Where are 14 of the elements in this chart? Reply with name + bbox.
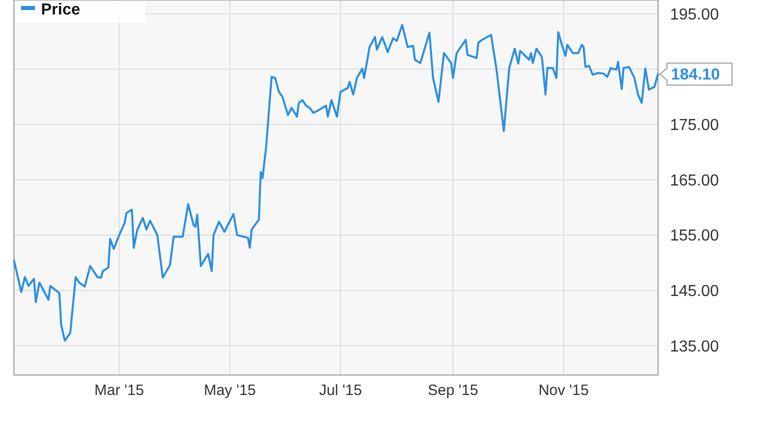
y-tick-label: 165.00	[670, 172, 720, 190]
x-tick-label: May '15	[204, 382, 256, 399]
x-tick-label: Jul '15	[319, 382, 362, 399]
y-tick-label: 195.00	[670, 6, 720, 24]
legend-label: Price	[41, 2, 80, 19]
y-tick-label: 155.00	[670, 228, 720, 245]
y-tick-label: 145.00	[670, 282, 720, 300]
annotation: 184.10	[671, 66, 720, 84]
x-tick-label: Nov '15	[538, 382, 589, 399]
line-series	[13, 24, 659, 342]
x-tick-label: Sep '15	[428, 382, 478, 399]
y-tick-label: 135.00	[670, 338, 720, 356]
x-tick-label: Mar '15	[94, 382, 144, 399]
y-tick-label: 175.00	[670, 117, 720, 134]
